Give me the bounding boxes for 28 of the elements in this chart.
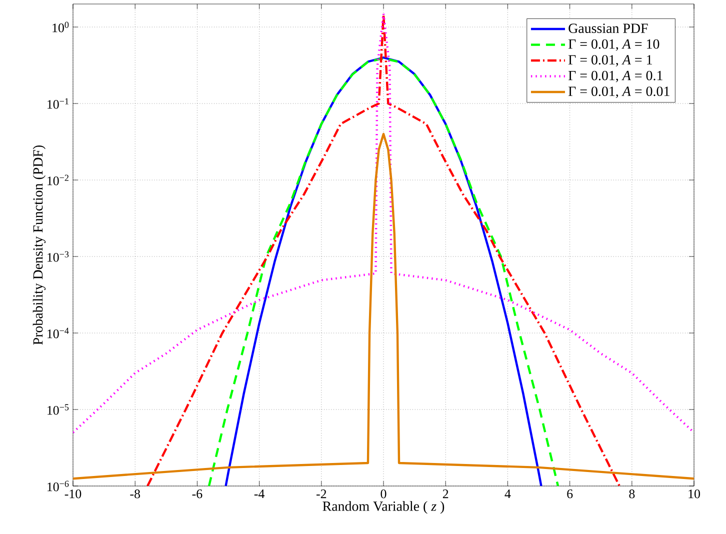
x-tick-label: -8 [130, 490, 140, 498]
legend-label: Gaussian PDF [568, 24, 648, 34]
x-tick-label: -4 [254, 490, 264, 498]
legend-label: Γ = 0.01, A = 1 [568, 55, 652, 67]
line-series [73, 12, 694, 434]
y-tick-label: 10$^{−2}$ [48, 174, 68, 186]
y-tick-label: 10$^{−5}$ [48, 404, 69, 415]
legend-label: Γ = 0.01, A = 0.01 [568, 86, 670, 98]
x-axis-title: Random Variable ( z ) [322, 501, 444, 514]
x-tick-label: 6 [567, 490, 573, 498]
y-tick-label: 10$^{−6}$ [48, 480, 69, 492]
legend-label: Γ = 0.01, A = 0.1 [568, 70, 662, 82]
y-tick-label: 10$^{−1}$ [48, 98, 68, 109]
y-tick-label: 10$^{−4}$ [48, 328, 69, 338]
line-series [146, 13, 621, 486]
x-tick-label: 2 [442, 490, 448, 498]
x-tick-label: -2 [316, 490, 326, 498]
x-tick-label: 10 [688, 490, 700, 498]
y-tick-label: 10$^{−3}$ [48, 251, 69, 262]
line-series [73, 132, 694, 480]
legend-label: Γ = 0.01, A = 10 [568, 39, 660, 51]
x-tick-label: 8 [629, 490, 635, 498]
y-axis-title: Probability Density Function (PDF) [32, 145, 46, 345]
x-tick-label: -10 [64, 490, 82, 498]
x-tick-label: 4 [504, 490, 511, 498]
y-tick-label: 10$^{0}$ [52, 22, 69, 32]
x-tick-label: -6 [192, 490, 202, 498]
x-tick-label: 0 [380, 490, 386, 498]
